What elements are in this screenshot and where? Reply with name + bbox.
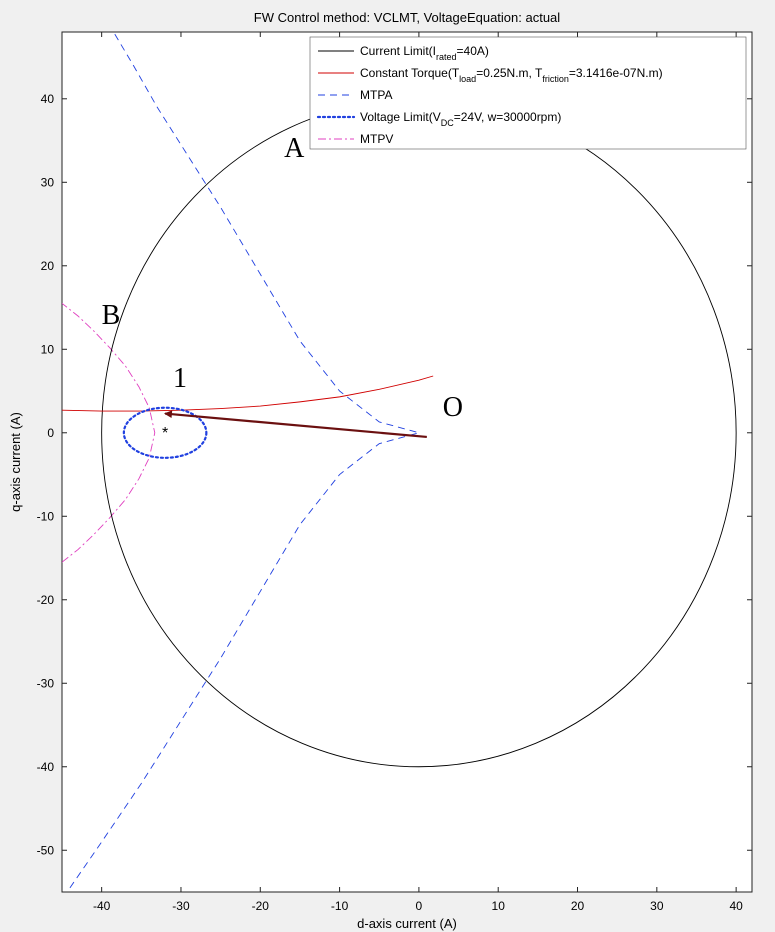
x-tick-label: 40 — [729, 899, 743, 913]
y-tick-label: -20 — [37, 593, 55, 607]
annotation-O: O — [443, 392, 463, 423]
x-tick-label: 10 — [492, 899, 506, 913]
x-tick-label: 30 — [650, 899, 664, 913]
legend-mtpv-label: MTPV — [360, 132, 393, 146]
center-marker: * — [162, 425, 168, 442]
y-tick-label: 20 — [41, 259, 55, 273]
x-tick-label: 0 — [416, 899, 423, 913]
legend-mtpa-label: MTPA — [360, 88, 392, 102]
annotation-B: B — [102, 300, 121, 331]
x-tick-label: -40 — [93, 899, 111, 913]
y-tick-label: 40 — [41, 92, 55, 106]
y-tick-label: 0 — [47, 426, 54, 440]
y-tick-label: -50 — [37, 843, 55, 857]
annotation-A: A — [284, 133, 305, 164]
x-tick-label: -30 — [172, 899, 190, 913]
y-axis-label: q-axis current (A) — [8, 412, 23, 512]
x-tick-label: 20 — [571, 899, 585, 913]
y-tick-label: -30 — [37, 676, 55, 690]
y-tick-label: -40 — [37, 760, 55, 774]
axes-box — [62, 32, 752, 892]
annotation-1: 1 — [173, 363, 187, 394]
x-tick-label: -10 — [331, 899, 349, 913]
y-tick-label: 10 — [41, 342, 55, 356]
y-tick-label: 30 — [41, 175, 55, 189]
x-tick-label: -20 — [252, 899, 270, 913]
y-tick-label: -10 — [37, 509, 55, 523]
chart-title: FW Control method: VCLMT, VoltageEquatio… — [254, 10, 560, 25]
x-axis-label: d-axis current (A) — [357, 916, 457, 931]
